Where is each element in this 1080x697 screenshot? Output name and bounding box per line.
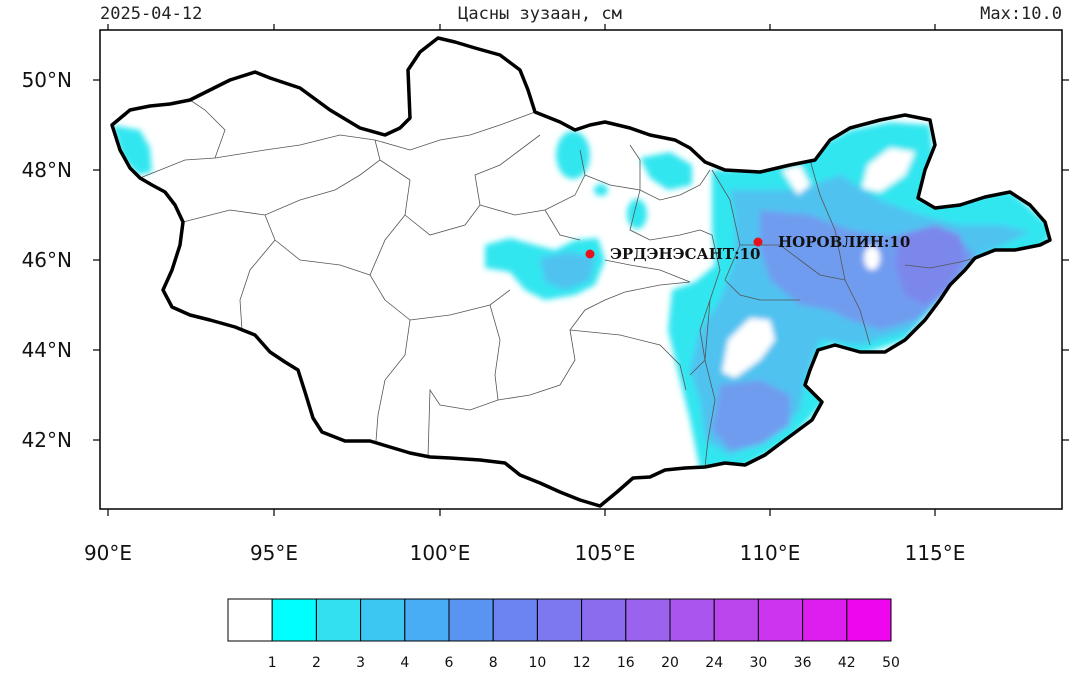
colorbar-swatch [448,598,494,642]
map-title: Цасны зузаан, см [458,4,622,24]
no-snow-hole-4 [864,246,880,270]
station-erdenesant: ЭРДЭНЭСАНТ:10 [585,245,760,263]
snow-area-central-mid [540,252,595,290]
colorbar-label: 30 [749,655,767,671]
snow-area-max [895,225,965,305]
x-tick-label: 105°E [575,541,636,565]
colorbar-swatch [625,598,671,642]
colorbar-label: 24 [705,655,723,671]
colorbar-label: 50 [882,655,900,671]
x-tick-label: 90°E [84,541,132,565]
no-snow-hole-3 [782,165,810,195]
colorbar-swatch [669,598,715,642]
station-marker [753,237,763,247]
colorbar-label: 12 [573,655,591,671]
colorbar-swatch [404,598,450,642]
colorbar-swatch [757,598,804,642]
station-label: ЭРДЭНЭСАНТ:10 [610,245,760,263]
max-value: Max:10.0 [980,4,1062,24]
colorbar-label: 3 [356,655,365,671]
colorbar-label: 4 [400,655,409,671]
colorbar-label: 2 [312,655,321,671]
colorbar-label: 1 [268,655,277,671]
colorbar-label: 10 [528,655,546,671]
station-label: НОРОВЛИН:10 [778,233,910,251]
colorbar-swatch [492,598,538,642]
colorbar-label: 6 [445,655,454,671]
station-marker [585,249,595,259]
y-tick-label: 46°N [22,248,72,272]
no-snow-hole-1 [722,318,775,378]
station-norovlin: НОРОВЛИН:10 [753,233,910,251]
colorbar-label: 20 [661,655,679,671]
x-tick-label: 100°E [410,541,471,565]
x-tick-label: 110°E [740,541,801,565]
colorbar-label: 8 [489,655,498,671]
y-tick-label: 44°N [22,338,72,362]
snow-patch-west [112,125,152,175]
colorbar: 1 2 3 4 6 8 10 12 16 20 24 30 36 42 50 [227,598,900,671]
colorbar-swatch [802,598,848,642]
province-boundaries [139,99,976,468]
colorbar-swatch [846,598,892,642]
colorbar-label: 16 [617,655,635,671]
colorbar-swatch [713,598,759,642]
colorbar-swatch [536,598,583,642]
colorbar-label: 36 [794,655,812,671]
snow-patch-north-4 [594,184,608,196]
colorbar-swatch [581,598,627,642]
snow-area-south-deep [712,380,790,450]
y-tick-label: 50°N [22,68,72,92]
x-axis [107,24,936,516]
colorbar-swatch [315,598,362,642]
colorbar-label: 42 [838,655,856,671]
x-tick-label: 115°E [905,541,966,565]
snow-patch-north-2 [640,152,692,190]
colorbar-swatch [360,598,406,642]
y-tick-label: 42°N [22,428,72,452]
snow-patch-north-1 [556,131,590,179]
colorbar-swatch [227,598,273,642]
x-tick-label: 95°E [250,541,298,565]
map-date: 2025-04-12 [100,4,203,24]
colorbar-swatch [271,598,317,642]
y-axis [93,79,1069,441]
no-snow-hole-2 [862,148,915,192]
y-tick-label: 48°N [22,158,72,182]
